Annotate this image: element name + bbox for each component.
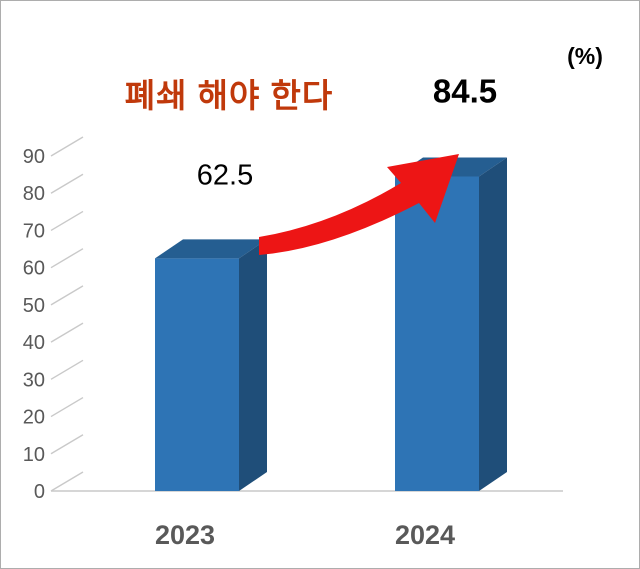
axis-labels: 0 10 20 30 40 50 60 70 80 90 62.5 84.5 2023 2024 — [23, 72, 497, 550]
y-tick-label: 80 — [23, 183, 45, 205]
gridline-segment — [50, 210, 84, 232]
y-tick-label: 90 — [23, 146, 45, 168]
gridline-segment — [50, 248, 84, 269]
bars — [155, 157, 507, 491]
value-label-2023: 62.5 — [197, 159, 253, 191]
gridline-segment — [50, 359, 84, 380]
gridline-segment — [50, 136, 84, 157]
x-category-label: 2023 — [155, 520, 215, 550]
y-tick-label: 30 — [23, 369, 45, 391]
bar-top-2023 — [155, 239, 267, 259]
gridline-segment — [50, 285, 84, 306]
y-tick-label: 60 — [23, 258, 45, 280]
y-tick-label: 10 — [23, 444, 45, 466]
gridline-segment — [50, 434, 84, 455]
bar-side-2024 — [479, 157, 507, 491]
y-tick-label: 40 — [23, 332, 45, 354]
unit-label: (%) — [567, 43, 603, 69]
gridline-segment — [50, 396, 84, 418]
trend-arrow-icon — [259, 154, 459, 255]
bar-front-2023 — [155, 258, 239, 491]
bar-front-2024 — [395, 176, 479, 491]
gridline-segment — [50, 173, 84, 194]
y-tick-label: 0 — [34, 481, 45, 503]
chart-title: 폐쇄 해야 한다 — [124, 77, 334, 114]
gridline-segment — [50, 471, 84, 492]
y-tick-label: 70 — [23, 220, 45, 242]
x-category-label: 2024 — [395, 520, 455, 550]
gridline-segment — [50, 322, 84, 343]
value-label-2024: 84.5 — [433, 72, 497, 109]
bar-side-2023 — [239, 239, 267, 491]
y-tick-label: 50 — [23, 295, 45, 317]
y-tick-label: 20 — [23, 407, 45, 429]
